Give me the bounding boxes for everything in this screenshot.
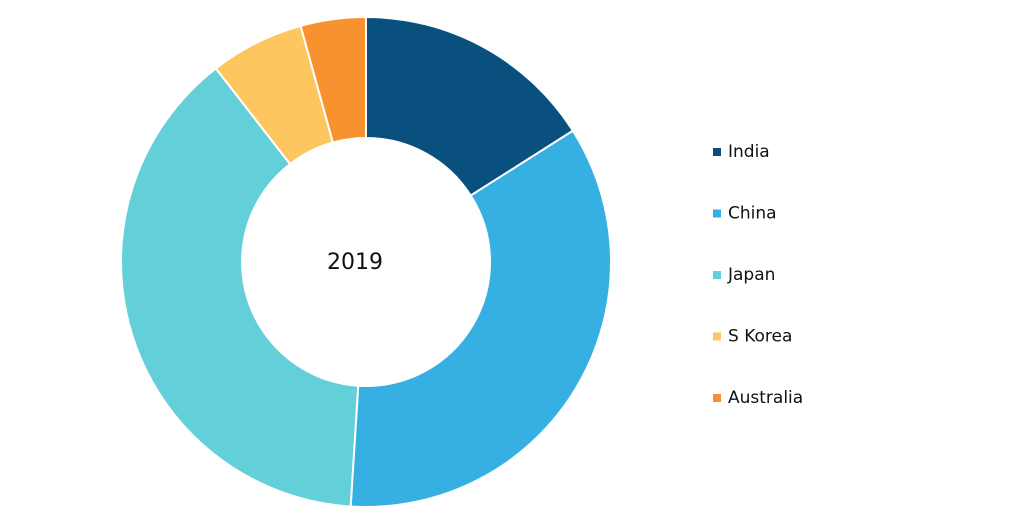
legend-label: India bbox=[728, 142, 770, 162]
legend-swatch bbox=[713, 209, 721, 218]
donut-slice bbox=[349, 129, 612, 508]
legend-swatch bbox=[713, 148, 721, 156]
legend-swatch bbox=[713, 332, 721, 341]
legend-label: Australia bbox=[728, 388, 803, 408]
donut-slice bbox=[299, 15, 367, 144]
legend-label: Japan bbox=[727, 265, 775, 285]
legend-label: China bbox=[728, 204, 777, 224]
donut-slice bbox=[365, 15, 575, 197]
legend-label: S Korea bbox=[728, 327, 792, 347]
legend-swatch bbox=[713, 271, 721, 279]
legend-swatch bbox=[713, 394, 721, 402]
center-label: 2019 bbox=[327, 250, 383, 275]
donut-slice bbox=[120, 67, 360, 508]
